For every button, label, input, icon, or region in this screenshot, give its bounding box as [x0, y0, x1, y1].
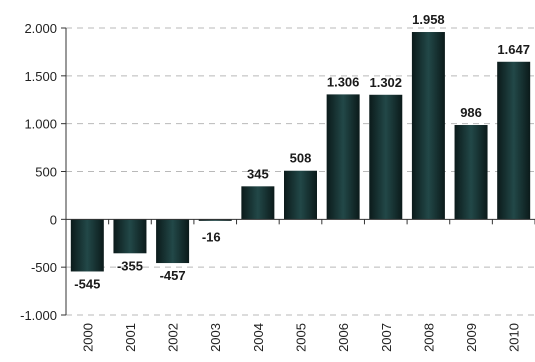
data-label-2003: -16: [202, 229, 221, 244]
data-label-2005: 508: [290, 151, 312, 166]
bar-2008: [411, 32, 445, 220]
data-label-2010: 1.647: [497, 42, 530, 57]
x-tick-label: 2000: [80, 323, 95, 352]
y-tick-label: 500: [35, 165, 57, 180]
data-labels: -545 -355 -457 -16 345 508 1.306 1.302 1.958 986 1…: [74, 12, 530, 291]
y-tick-label: -500: [31, 260, 57, 275]
x-tick-label: 2001: [123, 323, 138, 352]
data-label-2007: 1.302: [369, 75, 402, 90]
y-tick-label: 1.500: [24, 69, 57, 84]
data-label-2000: -545: [74, 276, 100, 291]
bar-2001: [113, 219, 147, 254]
bar-2009: [454, 125, 488, 220]
y-tick-label: -1.000: [20, 308, 57, 323]
x-tick-label: 2002: [166, 323, 181, 352]
bar-2010: [497, 61, 531, 220]
bar-2005: [284, 170, 317, 220]
x-tick-label: 2007: [379, 323, 394, 352]
x-tick-label: 2006: [336, 323, 351, 352]
bar-2007: [369, 94, 403, 220]
x-tick-label: 2010: [507, 323, 522, 352]
bar-2002: [156, 219, 190, 264]
data-label-2006: 1.306: [327, 74, 360, 89]
data-label-2002: -457: [160, 268, 186, 283]
x-tick-labels: 2000 2001 2002 2003 2004 2005 2006 2007 2008 2009…: [80, 323, 521, 352]
axes: [61, 27, 535, 316]
y-tick-label: 0: [50, 212, 57, 227]
y-tick-label: 2.000: [24, 21, 57, 36]
data-label-2009: 986: [460, 105, 482, 120]
bars: [70, 32, 531, 272]
bar-2000: [70, 219, 104, 272]
x-tick-label: 2004: [251, 323, 266, 352]
x-tick-label: 2009: [464, 323, 479, 352]
data-label-2004: 345: [247, 166, 269, 181]
y-tick-label: 1.000: [24, 117, 57, 132]
x-tick-label: 2008: [421, 323, 436, 352]
bar-2003: [198, 219, 232, 221]
x-tick-label: 2005: [294, 323, 309, 352]
data-label-2001: -355: [117, 258, 143, 273]
y-tick-labels: -1.000 -500 0 500 1.000 1.500 2.000: [20, 21, 57, 323]
bar-2004: [241, 186, 275, 220]
bar-2006: [326, 94, 360, 220]
x-tick-label: 2003: [208, 323, 223, 352]
data-label-2008: 1.958: [412, 12, 445, 27]
